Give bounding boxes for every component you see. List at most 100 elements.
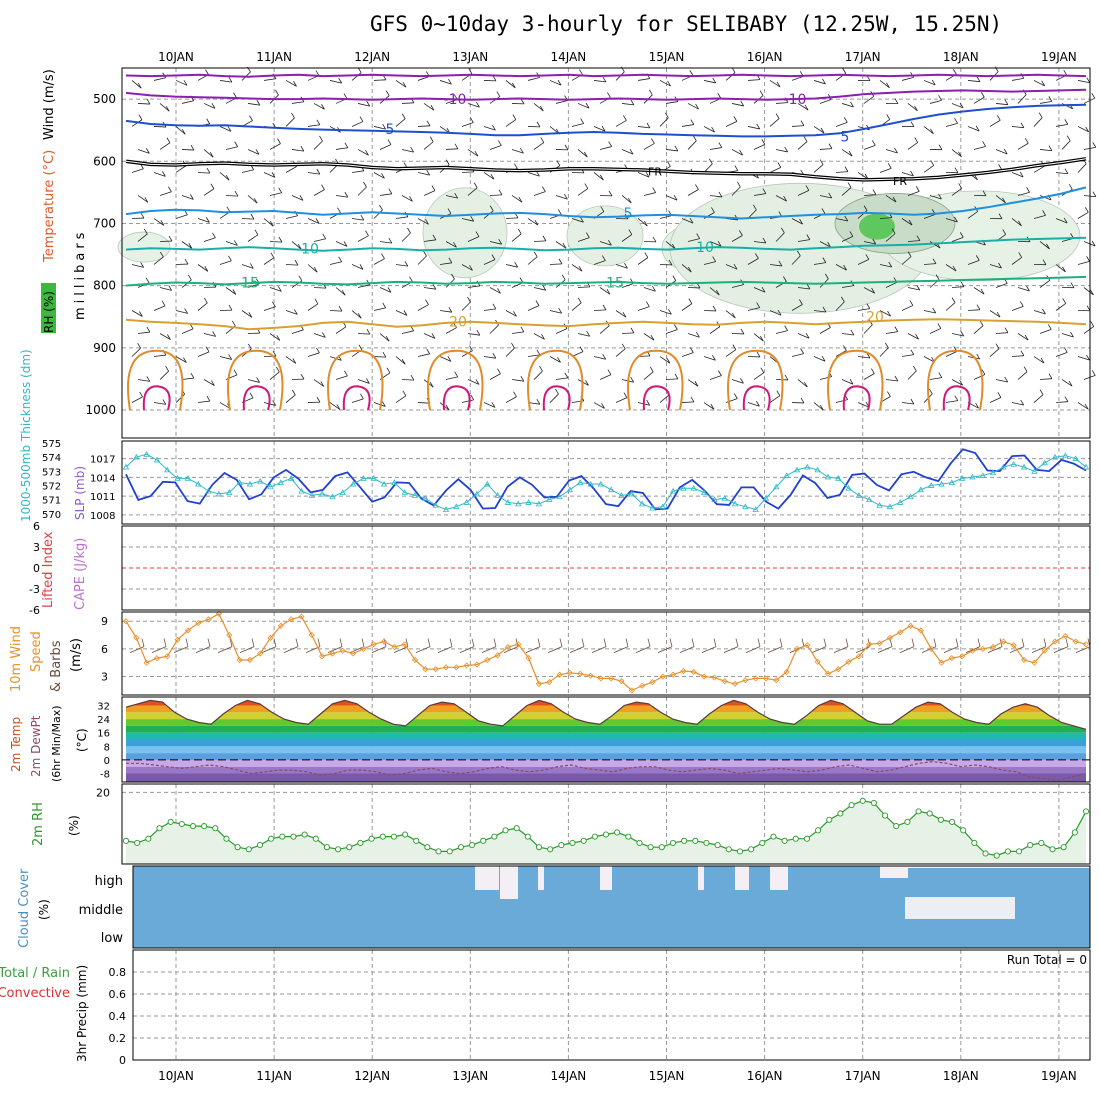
wind-barb [1011,257,1022,265]
wind-barb-flag [228,354,232,360]
wind-barb-flag [206,167,211,174]
wind-barb [329,261,342,265]
wind-barb-flag [409,196,413,202]
wind-barb [285,80,297,87]
wind-barb [197,351,210,357]
wind10-point [907,622,914,629]
wind-barb-flag [338,256,343,263]
wind-barb [599,241,612,246]
wind-barb [621,149,634,155]
wind-barb-flag [299,195,304,201]
wind10-barb [195,646,211,653]
wind-barb [483,172,495,180]
wind-barb-flag [474,150,479,157]
bottom-day-label: 10JAN [158,1069,194,1083]
bottom-day-label: 12JAN [354,1069,390,1083]
wind-barb-flag [974,174,978,181]
wind10-barb [1031,646,1047,653]
wind-barb-flag [671,243,676,250]
wind-barb-flag [228,304,233,311]
wind-barb [593,80,606,83]
rh-point [725,846,732,853]
wind-barb-flag [387,287,392,293]
wind-barb [401,379,415,381]
wind10-barb-flag [1043,638,1047,647]
wind-barb [313,189,325,196]
wind-barb-flag [938,372,943,378]
wind-barb [131,347,141,357]
wind10-barb [1075,646,1091,653]
wind-barb-flag [982,190,987,196]
wind10-point [1000,638,1007,645]
wind-barb-flag [1038,112,1043,118]
wind-barb [929,99,942,104]
wind-barb [439,310,452,313]
wind-barb-flag [473,182,478,188]
wind-barb-flag [579,69,583,75]
wind-barb [131,310,143,317]
top-day-label: 13JAN [452,50,488,64]
li-tick-label: -3 [29,583,40,596]
wind-barb [549,80,562,86]
rh-point [915,808,922,815]
wind-barb-flag [536,121,541,128]
wind-barb-flag [915,186,920,192]
wind-barb-flag [960,330,965,337]
wind-barb [703,126,715,133]
wind-barb-flag [800,120,805,126]
wind-barb [747,126,760,130]
rh-point [815,827,822,834]
wind-barb [225,146,238,150]
wind-barb [417,255,427,265]
wind-barb [665,195,678,201]
wind-barb [379,144,392,150]
wind-barb-flag [188,243,193,249]
thickness-tick-label: 573 [42,467,61,478]
wind-barb [659,356,671,364]
wind-barb-flag [712,355,716,361]
rh-point [178,820,185,828]
wind-barb [797,379,808,388]
wind-barb-flag [759,90,764,96]
wind-barb-flag [316,168,321,175]
wind-tick-label: 3 [101,671,108,684]
wind-barb-flag [607,369,612,375]
wind-barb-flag [558,258,563,265]
wind-barb-flag [938,144,943,150]
wind-barb-flag [138,114,143,120]
thickness-point [287,475,295,481]
wind-barb-flag [517,228,522,234]
wind-barb-flag [887,391,891,397]
rh-point [346,844,353,851]
wind-barb [923,356,935,363]
wind10-line [125,612,1087,692]
wind-barb [1039,100,1052,104]
wind-barb [621,234,633,242]
wind-barb-flag [1090,321,1095,327]
wind-barb [379,241,392,244]
wind-barb [1083,97,1095,104]
rh-point [167,818,174,825]
wind10-point [855,653,862,660]
bottom-day-label: 18JAN [943,1069,979,1083]
panel-frame [121,696,1091,783]
wind-barb [863,241,876,245]
wind-barb-flag [542,186,546,192]
wind-barb [153,126,167,128]
wind-barb-flag [775,113,780,119]
wind-barb-flag [888,261,893,268]
wind-barb [753,144,766,150]
wind-barb [1011,402,1024,406]
wind-barb [665,101,678,104]
wind-barb-flag [652,286,656,292]
wind-barb [659,310,672,315]
thickness-point [143,450,150,457]
wind10-point [463,662,470,669]
wind-barb-flag [558,209,562,215]
wind-barb-flag [1066,135,1071,141]
wind-barb [131,80,142,89]
wind10-point [566,669,573,676]
wind-barb-flag [796,250,801,257]
wind-barb [555,377,568,380]
wind-barb [285,117,295,127]
